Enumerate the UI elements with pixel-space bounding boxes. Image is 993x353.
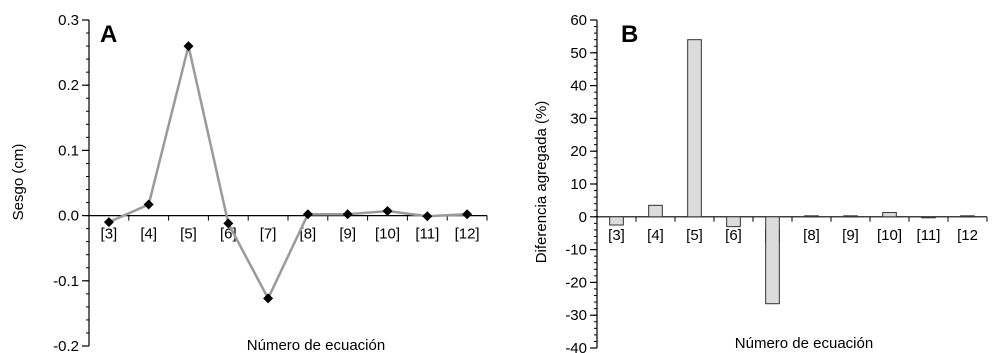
- y-tick-label: 0.2: [58, 77, 79, 94]
- bar: [960, 215, 975, 218]
- y-tick-label: 50: [570, 45, 587, 62]
- bar: [921, 216, 936, 219]
- x-tick-label: [12]: [455, 226, 480, 243]
- bar: [843, 215, 858, 218]
- series-line: [108, 44, 468, 300]
- x-tick-label: [5]: [180, 226, 197, 243]
- x-tick-label: [8]: [803, 227, 820, 244]
- bar: [882, 212, 897, 218]
- y-tick-label: 10: [570, 176, 587, 193]
- y-tick-label: -40: [565, 340, 587, 353]
- data-point-marker: [422, 211, 433, 222]
- y-tick-label: -10: [565, 242, 587, 259]
- bar: [609, 216, 624, 226]
- panel-a-series: [103, 41, 473, 304]
- panel-b-xlabel: Número de ecuación: [735, 335, 873, 352]
- panel-b: B Diferencia agregada (%) Número de ecua…: [533, 12, 988, 353]
- panel-b-series: [609, 39, 975, 305]
- y-tick-label: 0.0: [58, 208, 79, 225]
- y-tick-label: -0.2: [53, 338, 79, 353]
- y-tick-label: -0.1: [53, 273, 79, 290]
- panel-b-label: B: [621, 21, 638, 48]
- bar: [687, 39, 702, 218]
- data-point-marker: [382, 206, 393, 217]
- x-tick-label: [5]: [686, 227, 703, 244]
- bar: [804, 215, 819, 218]
- bar: [726, 216, 741, 228]
- x-tick-label: [3]: [608, 227, 625, 244]
- x-tick-label: [9]: [339, 226, 356, 243]
- x-tick-label: [10]: [375, 226, 400, 243]
- data-point-marker: [462, 209, 473, 220]
- bar: [765, 216, 780, 305]
- y-tick-label: -20: [565, 274, 587, 291]
- y-tick-label: 20: [570, 143, 587, 160]
- panel-b-ylabel: Diferencia agregada (%): [533, 101, 550, 264]
- x-tick-label: [7]: [260, 226, 277, 243]
- panel-a-axes: -0.2-0.10.00.10.20.3[3] [4] [5] [6] [7] [8] [9…: [53, 12, 488, 353]
- x-tick-label: [10]: [877, 227, 902, 244]
- data-point-marker: [223, 218, 234, 229]
- y-tick-label: 60: [570, 12, 587, 29]
- y-tick-label: 30: [570, 110, 587, 127]
- x-tick-label: [6]: [725, 227, 742, 244]
- y-tick-label: 40: [570, 78, 587, 95]
- x-tick-label: [11]: [917, 227, 941, 244]
- y-tick-label: 0.3: [58, 12, 79, 29]
- y-tick-label: 0: [579, 209, 587, 226]
- data-point-marker: [143, 199, 154, 210]
- panel-a-label: A: [100, 21, 117, 48]
- panel-a-ylabel: Sesgo (cm): [10, 144, 27, 221]
- x-tick-label: [11]: [415, 226, 439, 243]
- data-point-marker: [103, 217, 114, 228]
- y-tick-label: 0.1: [58, 142, 79, 159]
- data-point-marker: [183, 41, 194, 52]
- y-tick-label: -30: [565, 307, 587, 324]
- x-tick-label: [12: [957, 227, 978, 244]
- x-tick-label: [9]: [842, 227, 859, 244]
- x-tick-label: [8]: [300, 226, 317, 243]
- data-point-marker: [342, 209, 353, 220]
- panel-a: A Sesgo (cm) Número de ecuación -0.2 -0.1…: [10, 12, 488, 353]
- panel-a-xlabel: Número de ecuación: [247, 337, 385, 353]
- data-point-marker: [263, 293, 274, 304]
- bar: [648, 204, 663, 218]
- x-tick-label: [3]: [101, 226, 118, 243]
- data-point-marker: [302, 209, 313, 220]
- x-tick-label: [4]: [647, 227, 664, 244]
- x-tick-label: [4]: [140, 226, 157, 243]
